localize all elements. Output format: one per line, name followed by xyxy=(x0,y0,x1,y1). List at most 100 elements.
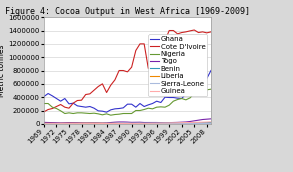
Togo xyxy=(146,121,150,123)
Guinea xyxy=(201,121,204,123)
Ghana xyxy=(176,97,179,99)
Togo xyxy=(167,122,171,124)
Ghana xyxy=(63,98,67,100)
Nigeria xyxy=(84,112,88,114)
Benin xyxy=(51,123,54,125)
Benin xyxy=(159,122,163,124)
Cote D'Ivoire xyxy=(205,32,209,34)
Sierra-Leone xyxy=(184,122,188,125)
Togo xyxy=(109,121,113,123)
Liberia xyxy=(167,122,171,125)
Guinea xyxy=(96,122,100,125)
Liberia xyxy=(126,122,129,125)
Benin xyxy=(167,122,171,124)
Ghana xyxy=(46,93,50,95)
Nigeria xyxy=(155,106,159,108)
Guinea xyxy=(146,122,150,124)
Togo xyxy=(122,121,125,123)
Togo xyxy=(197,119,200,121)
Nigeria xyxy=(122,112,125,115)
Ghana xyxy=(134,106,137,108)
Ghana xyxy=(84,106,88,108)
Cote D'Ivoire xyxy=(130,66,133,68)
Cote D'Ivoire xyxy=(84,93,88,95)
Nigeria xyxy=(113,114,117,116)
Nigeria xyxy=(92,112,96,114)
Togo xyxy=(92,122,96,124)
Togo xyxy=(55,122,58,124)
Cote D'Ivoire xyxy=(51,108,54,110)
Cote D'Ivoire xyxy=(193,29,196,31)
Togo xyxy=(155,121,159,123)
Sierra-Leone xyxy=(67,122,71,125)
Guinea xyxy=(88,123,92,125)
Nigeria xyxy=(63,112,67,115)
Ghana xyxy=(42,95,46,98)
Cote D'Ivoire xyxy=(197,31,200,34)
Cote D'Ivoire xyxy=(100,83,104,85)
Cote D'Ivoire xyxy=(180,31,183,34)
Ghana xyxy=(88,105,92,108)
Guinea xyxy=(100,122,104,125)
Sierra-Leone xyxy=(134,122,137,124)
Benin xyxy=(100,122,104,125)
Benin xyxy=(193,122,196,124)
Togo xyxy=(188,120,192,122)
Sierra-Leone xyxy=(142,122,146,125)
Benin xyxy=(46,123,50,125)
Ghana xyxy=(142,105,146,108)
Sierra-Leone xyxy=(55,122,58,125)
Line: Ghana: Ghana xyxy=(44,71,211,112)
Liberia xyxy=(84,122,88,124)
Sierra-Leone xyxy=(63,122,67,125)
Benin xyxy=(55,123,58,125)
Sierra-Leone xyxy=(176,122,179,125)
Cote D'Ivoire xyxy=(59,104,62,106)
Liberia xyxy=(122,122,125,125)
Togo xyxy=(163,122,167,124)
Togo xyxy=(113,121,117,123)
Sierra-Leone xyxy=(180,122,183,125)
Nigeria xyxy=(105,113,108,115)
Liberia xyxy=(55,122,58,125)
Sierra-Leone xyxy=(188,122,192,125)
Togo xyxy=(117,121,121,123)
Liberia xyxy=(42,122,46,124)
Togo xyxy=(134,121,137,123)
Liberia xyxy=(105,122,108,124)
Nigeria xyxy=(71,112,75,115)
Cote D'Ivoire xyxy=(138,43,142,45)
Ghana xyxy=(205,77,209,79)
Benin xyxy=(138,122,142,124)
Liberia xyxy=(117,122,121,125)
Ghana xyxy=(80,105,83,108)
Nigeria xyxy=(201,90,204,92)
Benin xyxy=(142,122,146,124)
Cote D'Ivoire xyxy=(117,69,121,72)
Guinea xyxy=(109,122,113,125)
Sierra-Leone xyxy=(92,122,96,124)
Benin xyxy=(184,122,188,124)
Ghana xyxy=(167,96,171,99)
Nigeria xyxy=(172,100,175,102)
Ghana xyxy=(188,73,192,76)
Nigeria xyxy=(100,114,104,116)
Liberia xyxy=(205,122,209,125)
Guinea xyxy=(76,123,79,125)
Togo xyxy=(176,121,179,123)
Liberia xyxy=(163,123,167,125)
Guinea xyxy=(71,123,75,125)
Benin xyxy=(113,122,117,124)
Guinea xyxy=(122,122,125,125)
Guinea xyxy=(42,123,46,125)
Line: Togo: Togo xyxy=(44,119,211,123)
Liberia xyxy=(176,122,179,125)
Liberia xyxy=(138,123,142,125)
Togo xyxy=(71,122,75,124)
Nigeria xyxy=(109,114,113,116)
Line: Benin: Benin xyxy=(44,122,211,124)
Ghana xyxy=(105,111,108,113)
Benin xyxy=(63,123,67,125)
Liberia xyxy=(88,122,92,124)
Cote D'Ivoire xyxy=(96,85,100,88)
